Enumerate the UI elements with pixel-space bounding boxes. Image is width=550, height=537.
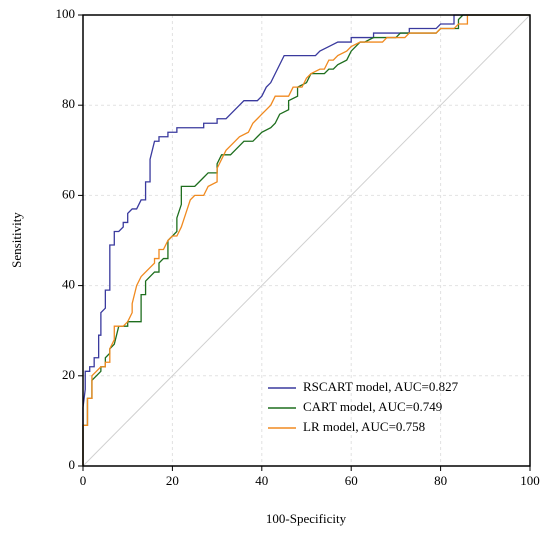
x-tick-label: 0	[80, 473, 87, 488]
legend-label: RSCART model, AUC=0.827	[303, 379, 459, 394]
y-tick-label: 40	[62, 277, 75, 292]
y-tick-label: 100	[56, 6, 76, 21]
legend-label: LR model, AUC=0.758	[303, 419, 425, 434]
roc-curve	[82, 14, 530, 466]
plot-frame	[82, 14, 531, 467]
x-tick-label: 20	[166, 473, 179, 488]
roc-curve	[82, 14, 530, 466]
y-tick-label: 0	[69, 457, 76, 472]
y-axis-label: Sensitivity	[9, 212, 24, 268]
roc-curve	[82, 14, 530, 466]
x-tick-label: 100	[520, 473, 540, 488]
x-axis-label: 100-Specificity	[266, 511, 347, 526]
x-tick-label: 80	[434, 473, 447, 488]
x-tick-label: 40	[255, 473, 268, 488]
reference-line	[82, 14, 531, 467]
y-tick-label: 20	[62, 367, 75, 382]
y-tick-label: 60	[62, 186, 75, 201]
y-tick-label: 80	[62, 96, 75, 111]
legend-label: CART model, AUC=0.749	[303, 399, 442, 414]
x-tick-label: 60	[345, 473, 358, 488]
